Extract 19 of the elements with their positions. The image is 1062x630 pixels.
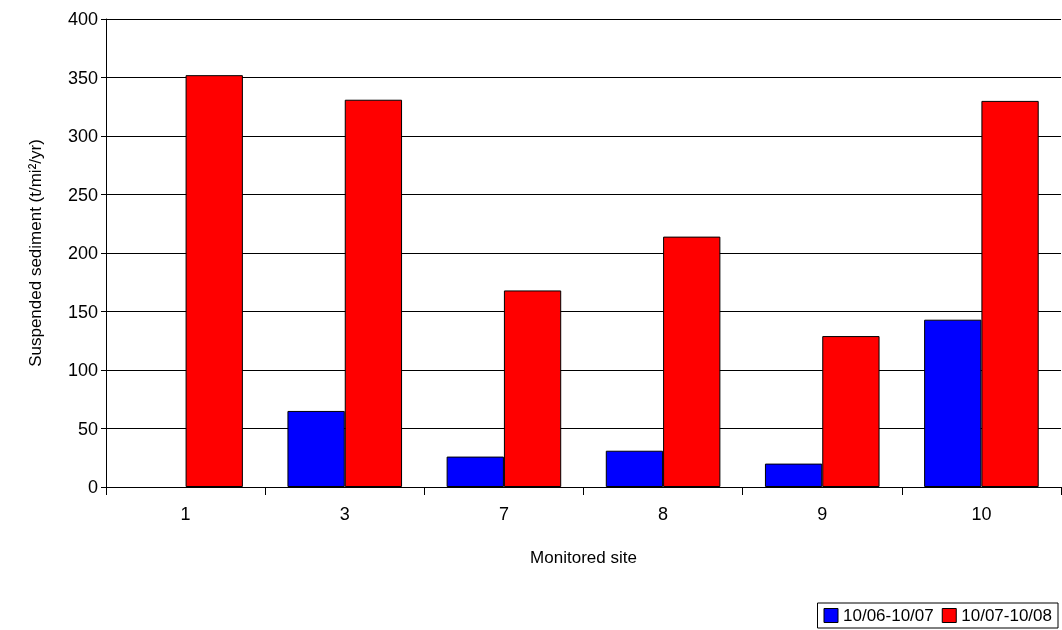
x-tick-label: 8 [658,504,669,524]
x-tick-label: 9 [817,504,828,524]
y-tick-label: 100 [67,360,98,380]
x-tick-label: 3 [339,504,350,524]
x-tick-label: 10 [971,504,992,524]
x-axis-title: Monitored site [530,548,637,567]
x-tick-label: 7 [498,504,509,524]
y-tick-label: 200 [67,243,98,263]
y-tick-label: 400 [67,9,98,29]
y-tick-label: 250 [67,184,98,205]
y-tick-label: 150 [67,301,98,322]
x-tick-label: 1 [180,504,191,524]
legend-label: 10/07-10/08 [961,606,1053,625]
y-tick-label: 50 [77,418,98,439]
y-tick-label: 300 [67,126,98,146]
y-axis-title: Suspended sediment (t/mi²/yr) [26,139,45,367]
y-tick-label: 0 [87,477,98,497]
legend-label: 10/06-10/07 [843,606,934,625]
y-tick-label: 350 [67,67,98,88]
